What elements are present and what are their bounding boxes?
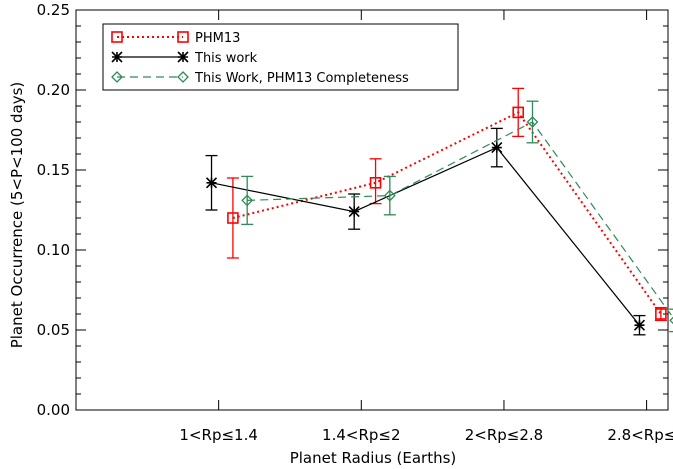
series-group bbox=[241, 100, 673, 333]
y-tick-label: 0.15 bbox=[37, 161, 70, 179]
data-point-marker bbox=[526, 116, 539, 128]
data-point-marker bbox=[111, 31, 123, 43]
series-line bbox=[211, 146, 640, 326]
data-point-marker bbox=[633, 319, 646, 331]
x-tick-label: 2<Rp≤2.8 bbox=[465, 426, 543, 444]
x-tick-label: 1<Rp≤1.4 bbox=[179, 426, 257, 444]
data-point-marker bbox=[383, 189, 396, 202]
data-point-marker bbox=[241, 194, 254, 207]
legend-label: This work bbox=[194, 51, 258, 66]
x-axis-title: Planet Radius (Earths) bbox=[290, 449, 457, 467]
y-tick-label: 0.10 bbox=[37, 241, 70, 259]
data-point-marker bbox=[655, 308, 667, 320]
series-layer bbox=[205, 87, 673, 336]
y-axis-title: Planet Occurrence (5<P<100 days) bbox=[8, 82, 26, 349]
data-point-marker bbox=[205, 177, 218, 189]
data-point-marker bbox=[177, 71, 189, 83]
data-point-marker bbox=[177, 31, 189, 43]
plot-frame: 0.00 0.05 0.10 0.15 0.20 0.25 1<Rp≤1.4 1.4<Rp≤2… bbox=[37, 1, 673, 444]
series-line bbox=[247, 121, 673, 319]
legend: PHM13 This work This Work, PHM13 Completen… bbox=[102, 23, 459, 91]
data-point-marker bbox=[348, 206, 360, 218]
y-tick-label: 0.20 bbox=[37, 81, 70, 99]
data-point-marker bbox=[111, 71, 123, 83]
data-point-marker bbox=[369, 177, 382, 189]
series-group bbox=[226, 87, 667, 322]
y-tick-label: 0.05 bbox=[37, 321, 70, 339]
y-tick-label: 0.25 bbox=[37, 1, 70, 19]
series-group bbox=[205, 127, 646, 336]
data-point-marker bbox=[491, 142, 503, 154]
data-point-marker bbox=[227, 212, 239, 224]
legend-label: This Work, PHM13 Completeness bbox=[194, 71, 409, 86]
y-tick-label: 0.00 bbox=[37, 401, 70, 419]
x-tick-label: 2.8<Rp≤4 bbox=[607, 426, 673, 444]
data-point-marker bbox=[669, 316, 673, 325]
data-point-marker bbox=[177, 51, 189, 63]
plot-border bbox=[75, 9, 669, 411]
data-point-marker bbox=[111, 51, 123, 63]
x-tick-label: 1.4<Rp≤2 bbox=[322, 426, 400, 444]
data-point-marker bbox=[512, 106, 525, 119]
legend-label: PHM13 bbox=[195, 31, 240, 46]
series-line bbox=[232, 111, 662, 315]
